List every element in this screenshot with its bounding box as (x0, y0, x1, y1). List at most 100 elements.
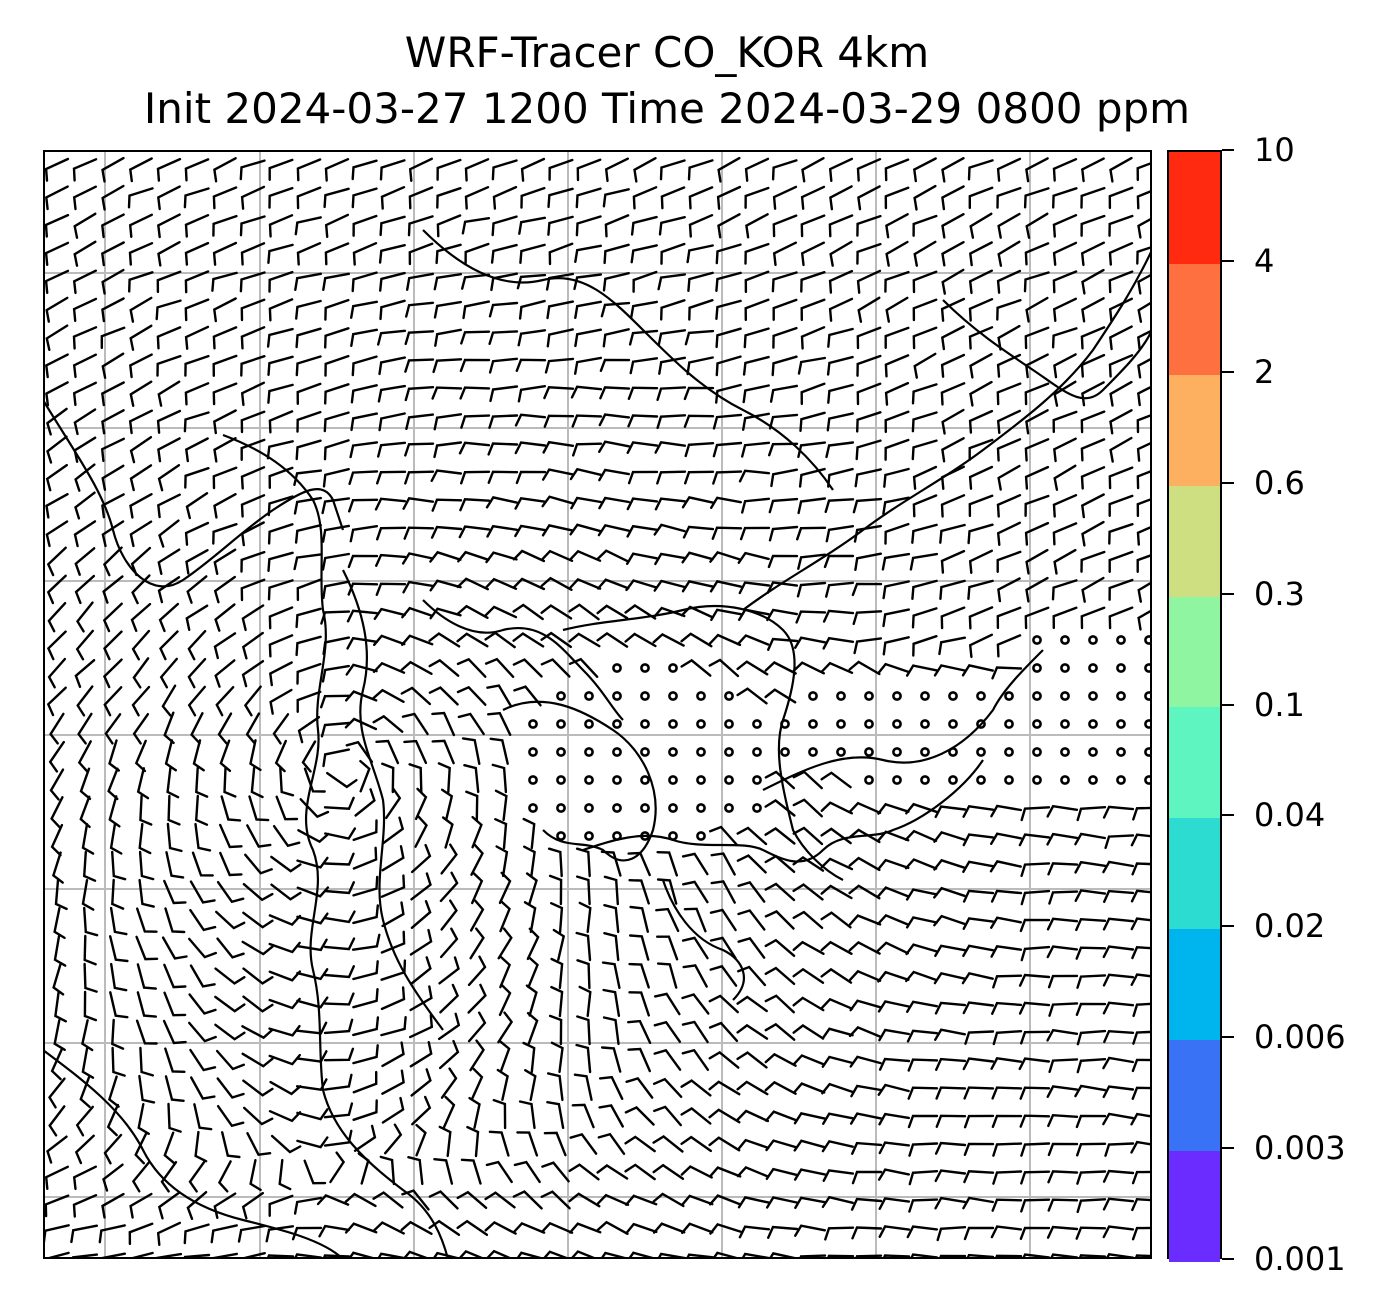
calm-marker (612, 747, 622, 757)
wind-barb (519, 243, 546, 264)
wind-barb (512, 549, 546, 563)
calm-marker (864, 719, 874, 729)
wind-barb (166, 766, 180, 799)
wind-barb (466, 1125, 480, 1158)
wind-barb (184, 214, 210, 238)
wind-barb (877, 802, 910, 815)
wind-barb (543, 386, 575, 400)
wind-barb (1104, 1142, 1135, 1157)
wind-barb (792, 1054, 826, 1066)
wind-barb (940, 353, 966, 378)
wind-barb (411, 1095, 432, 1126)
wind-barb (881, 552, 911, 571)
wind-barb (573, 273, 603, 291)
wind-barb (301, 740, 317, 773)
wind-barb (715, 327, 742, 349)
wind-barb (459, 498, 491, 512)
wind-barb (1080, 326, 1106, 350)
wind-barb (214, 603, 236, 632)
wind-barb (216, 881, 245, 904)
wind-barb (429, 550, 462, 563)
wind-barb (321, 497, 351, 515)
wind-barb (1109, 380, 1133, 407)
wind-barb (800, 241, 825, 267)
wind-barb (996, 269, 1022, 294)
wind-barb (684, 470, 715, 485)
wind-barb (295, 1050, 328, 1063)
wind-barb (710, 852, 736, 876)
wind-barb (470, 1067, 484, 1101)
wind-barb (991, 1198, 1023, 1212)
wind-barb (1131, 1058, 1152, 1073)
wind-barb (1104, 834, 1135, 849)
wind-barb (905, 970, 938, 983)
wind-barb (744, 298, 770, 322)
wind-barb (44, 1251, 70, 1259)
wind-barb (159, 630, 179, 661)
wind-barb (1136, 189, 1152, 210)
wind-barb (742, 412, 770, 431)
wind-barb (656, 878, 678, 905)
wind-barb (1080, 466, 1106, 490)
wind-barb (1081, 576, 1105, 603)
wind-barb (241, 604, 265, 632)
wind-barb (512, 632, 545, 648)
wind-barb (853, 637, 883, 655)
wind-barb (710, 880, 736, 904)
wind-barb (686, 356, 714, 376)
wind-barb (129, 324, 153, 351)
wind-barb (53, 1019, 66, 1051)
calm-marker (556, 775, 566, 785)
wind-barb (792, 910, 824, 930)
wind-barb (221, 1131, 241, 1159)
wind-barb (514, 413, 547, 427)
wind-barb (800, 298, 826, 322)
wind-barb (296, 938, 328, 952)
wind-barb (487, 442, 519, 456)
calm-marker (612, 663, 622, 673)
wind-barb (1081, 157, 1105, 183)
wind-barb (523, 845, 536, 878)
wind-barb (1046, 804, 1079, 818)
wind-barb (1080, 606, 1106, 630)
wind-barb (765, 1139, 798, 1152)
wind-barb (940, 494, 966, 518)
wind-barb (1131, 1226, 1152, 1241)
wind-barb (688, 214, 714, 238)
wind-barb (968, 438, 994, 461)
wind-barb (991, 666, 1023, 680)
wind-barb (543, 1131, 567, 1157)
wind-barb (738, 1225, 771, 1239)
wind-barb (513, 685, 542, 707)
wind-barb (512, 577, 546, 591)
wind-barb (380, 986, 406, 1011)
wind-barb (268, 606, 294, 630)
wind-barb (400, 660, 433, 675)
wind-barb (941, 241, 965, 267)
wind-barb (968, 633, 993, 659)
wind-barb (852, 610, 883, 626)
wind-barb (772, 214, 798, 238)
wind-barb (344, 717, 378, 731)
wind-barb (627, 851, 651, 877)
wind-barb (768, 1252, 798, 1259)
wind-barb (212, 326, 238, 350)
wind-barb (962, 804, 995, 818)
wind-barb (186, 575, 208, 604)
wind-barb (266, 327, 294, 348)
colorbar-tick (1222, 925, 1234, 928)
wind-barb (268, 1194, 294, 1217)
wind-barb (766, 581, 799, 594)
wind-barb (240, 494, 266, 518)
wind-barb (81, 1019, 94, 1052)
wind-barb (687, 271, 714, 292)
wind-barb (381, 1041, 405, 1068)
wind-barb (1020, 1030, 1051, 1045)
wind-barb (279, 766, 295, 797)
wind-barb (573, 1073, 593, 1101)
wind-barb (183, 1223, 210, 1245)
wind-barb (716, 185, 742, 210)
wind-barb (764, 661, 797, 675)
wind-barb (764, 854, 796, 873)
wind-barb (1052, 158, 1078, 182)
